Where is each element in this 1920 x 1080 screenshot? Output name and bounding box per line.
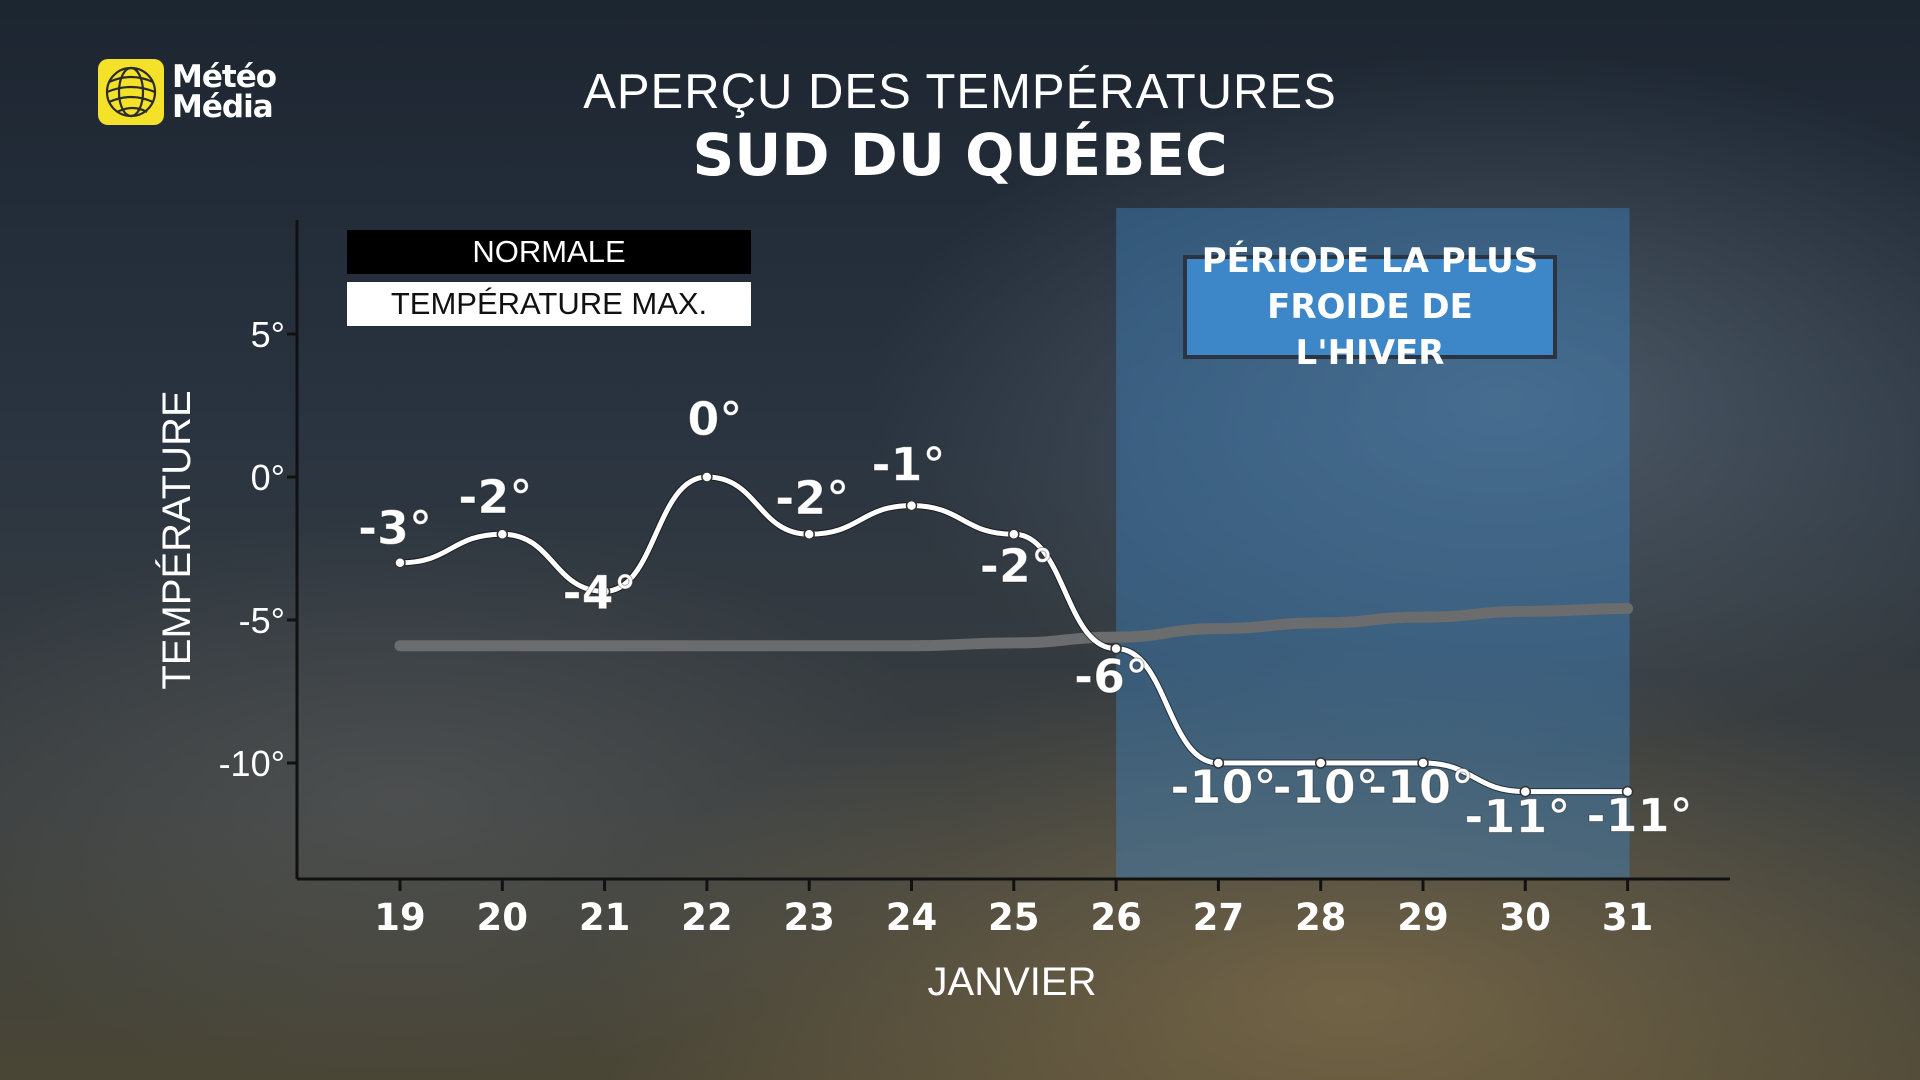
y-tick-label: 0° xyxy=(251,457,285,498)
brand-line-1: Météo xyxy=(172,59,277,95)
x-tick-label: 25 xyxy=(988,896,1040,939)
max-data-point xyxy=(598,585,611,598)
y-tick-label: -10° xyxy=(219,743,285,784)
max-data-point xyxy=(1621,785,1634,798)
max-data-point xyxy=(1212,757,1225,769)
max-data-label: -10° xyxy=(1368,760,1474,814)
max-data-label: -1° xyxy=(871,438,945,492)
x-tick-label: 19 xyxy=(374,896,426,939)
max-data-label: -2° xyxy=(980,539,1054,593)
max-data-point xyxy=(1008,528,1020,540)
x-tick-label: 26 xyxy=(1090,896,1142,939)
max-data-point xyxy=(1417,757,1429,769)
y-axis-title: TEMPÉRATURE xyxy=(154,390,199,689)
max-data-point xyxy=(803,528,815,540)
max-data-label: -6° xyxy=(1074,650,1148,704)
max-data-point xyxy=(701,471,713,483)
max-data-label: 0° xyxy=(687,392,742,446)
annotation-line-1: PÉRIODE LA PLUS xyxy=(1201,241,1539,281)
max-data-point xyxy=(496,528,509,540)
x-tick-label: 20 xyxy=(477,896,529,939)
brand-name: Météo Média xyxy=(172,59,277,125)
x-tick-label: 23 xyxy=(783,896,835,939)
chart-title: APERÇU DES TEMPÉRATURES xyxy=(583,65,1337,119)
annotation-line-2: FROIDE DE L'HIVER xyxy=(1267,287,1473,373)
normal-series-line xyxy=(394,603,1634,652)
x-tick-label: 27 xyxy=(1193,896,1245,939)
y-tick-label: 5° xyxy=(251,314,285,355)
max-data-point xyxy=(905,499,918,512)
x-tick-label: 30 xyxy=(1500,896,1552,939)
max-data-label: -4° xyxy=(563,565,637,619)
x-tick-label: 29 xyxy=(1397,896,1449,939)
max-data-label: -2° xyxy=(458,470,532,524)
x-tick-label: 22 xyxy=(681,896,733,939)
max-data-point xyxy=(394,557,406,569)
meteomedia-logo: Météo Média xyxy=(98,57,277,127)
max-data-label: -3° xyxy=(358,501,432,555)
max-data-point xyxy=(1519,785,1532,798)
max-data-point xyxy=(1314,757,1327,769)
x-tick-label: 28 xyxy=(1295,896,1347,939)
max-data-label: -11° xyxy=(1464,790,1570,844)
brand-line-2: Média xyxy=(172,89,274,125)
coldest-period-annotation: PÉRIODE LA PLUS FROIDE DE L'HIVER xyxy=(1183,241,1557,373)
globe-icon xyxy=(98,59,164,125)
chart-subtitle: SUD DU QUÉBEC xyxy=(692,121,1228,189)
max-data-label: -10° xyxy=(1273,760,1379,814)
legend-item-normal: NORMALE xyxy=(347,230,751,274)
y-tick-label: -5° xyxy=(239,600,285,641)
x-axis-title: JANVIER xyxy=(928,960,1097,1004)
max-data-label: -11° xyxy=(1587,789,1693,843)
x-tick-label: 24 xyxy=(886,896,938,939)
max-data-label: -2° xyxy=(775,471,849,525)
x-tick-label: 21 xyxy=(579,896,631,939)
legend: NORMALE TEMPÉRATURE MAX. xyxy=(347,230,751,326)
max-data-point xyxy=(1110,642,1122,655)
legend-item-max: TEMPÉRATURE MAX. xyxy=(347,282,751,326)
chart-heading: APERÇU DES TEMPÉRATURES SUD DU QUÉBEC xyxy=(0,64,1920,190)
max-data-label: -10° xyxy=(1170,760,1276,814)
x-tick-label: 31 xyxy=(1602,896,1654,939)
